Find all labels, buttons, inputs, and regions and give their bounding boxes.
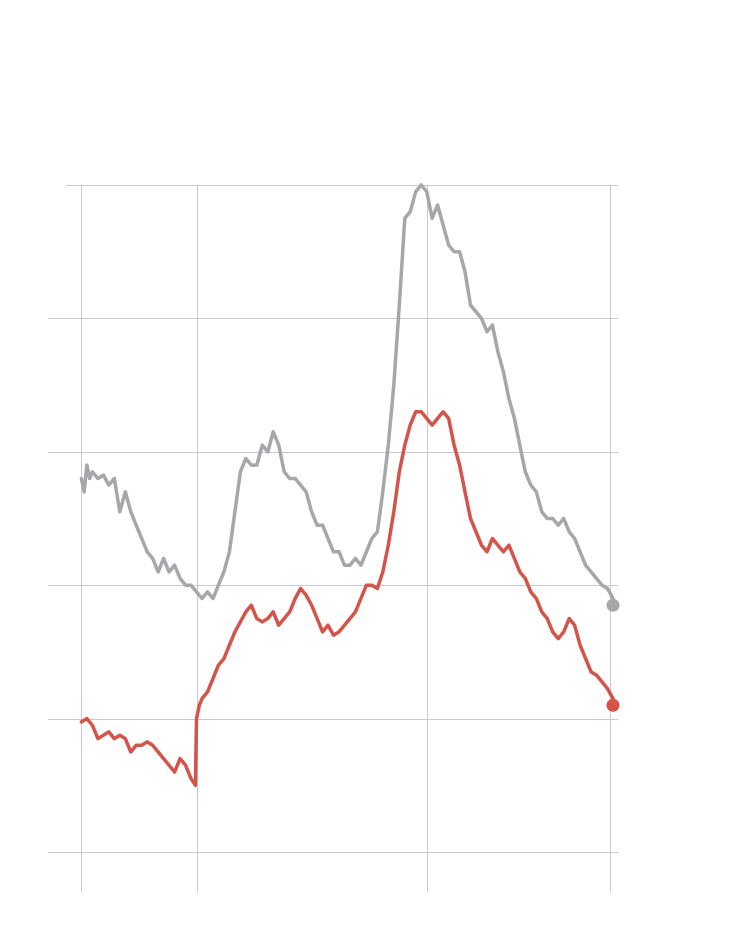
end-marker-gray <box>606 598 620 612</box>
end-marker-red <box>606 698 620 712</box>
series-group <box>79 183 615 788</box>
series-line-gray <box>79 183 615 601</box>
grid <box>48 185 618 892</box>
series-line-red <box>79 410 615 788</box>
end-markers <box>606 598 620 712</box>
